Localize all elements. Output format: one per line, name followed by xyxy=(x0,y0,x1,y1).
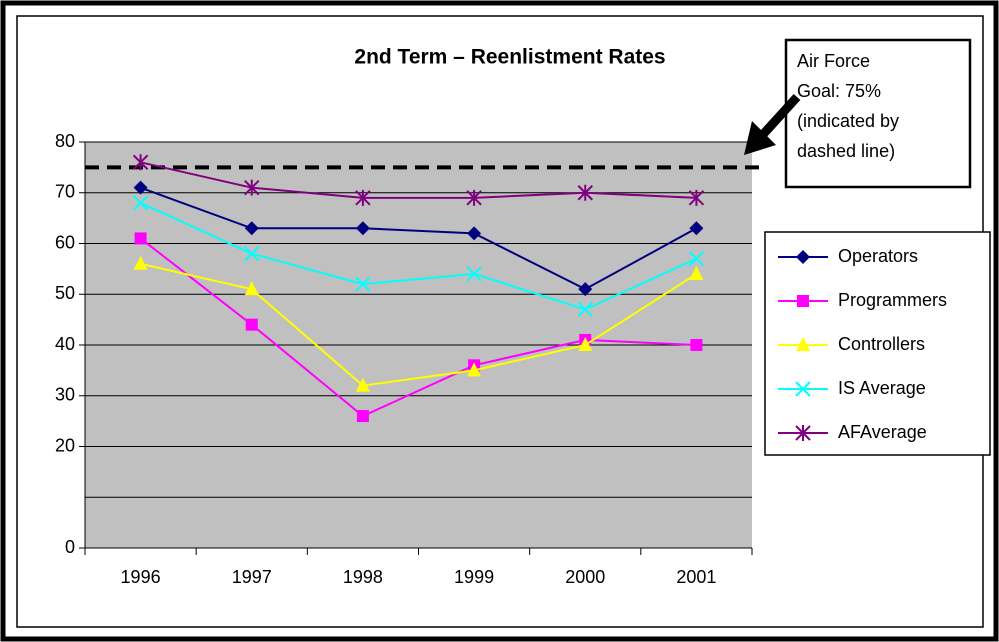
y-tick-label: 80 xyxy=(55,131,75,151)
y-tick-label: 50 xyxy=(55,283,75,303)
x-tick-label: 1996 xyxy=(121,567,161,587)
data-point xyxy=(133,255,148,270)
data-point xyxy=(689,221,704,236)
data-point xyxy=(244,281,259,296)
y-tick-label: 30 xyxy=(55,385,75,405)
data-point xyxy=(690,339,703,351)
annotation-text: Air Force xyxy=(797,51,870,71)
annotation-box xyxy=(784,38,972,189)
data-point xyxy=(466,189,482,206)
data-point xyxy=(689,265,704,280)
y-tick-label: 20 xyxy=(55,435,75,455)
legend-label: Programmers xyxy=(838,290,947,310)
legend-label: IS Average xyxy=(838,378,926,398)
y-tick-label: 40 xyxy=(55,334,75,354)
series-line xyxy=(140,262,697,387)
legend-marker xyxy=(796,250,810,264)
chart-title: 2nd Term – Reenlistment Rates xyxy=(354,46,665,69)
data-point xyxy=(355,221,370,236)
y-tick-label: 0 xyxy=(65,537,75,557)
data-point xyxy=(244,245,260,262)
data-point xyxy=(244,179,260,196)
legend-marker xyxy=(796,337,810,351)
x-tick-label: 2001 xyxy=(676,567,716,587)
data-point xyxy=(688,189,705,206)
series-line xyxy=(140,186,697,291)
data-point xyxy=(467,362,482,377)
data-point xyxy=(356,410,369,423)
data-point xyxy=(133,180,148,195)
data-point xyxy=(132,195,149,211)
arrow-shaft xyxy=(754,93,801,144)
data-point xyxy=(578,337,593,351)
legend-marker xyxy=(797,295,809,307)
x-tick-label: 2000 xyxy=(565,567,605,587)
data-point xyxy=(355,276,371,292)
data-point xyxy=(578,282,593,297)
legend-marker xyxy=(795,425,811,441)
series-line xyxy=(139,237,697,418)
series-line xyxy=(140,201,697,311)
arrow xyxy=(744,93,801,155)
arrow-head xyxy=(744,121,776,155)
data-point xyxy=(688,251,705,267)
legend-marker xyxy=(795,381,811,397)
data-point xyxy=(134,232,147,245)
y-tick-label: 60 xyxy=(55,232,75,252)
x-tick-label: 1998 xyxy=(343,567,383,587)
data-point xyxy=(466,266,482,282)
x-tick-label: 1999 xyxy=(454,567,494,587)
data-point xyxy=(577,184,593,201)
data-point xyxy=(355,189,371,206)
data-point xyxy=(355,377,370,392)
data-point xyxy=(467,226,482,241)
x-tick-label: 1997 xyxy=(232,567,272,587)
legend-label: Controllers xyxy=(838,334,925,354)
data-point xyxy=(245,318,258,331)
series-line xyxy=(140,161,697,199)
data-point xyxy=(132,154,149,171)
annotation-text: dashed line) xyxy=(797,141,895,161)
data-point xyxy=(244,221,259,236)
legend-label: AFAverage xyxy=(838,422,927,442)
data-point xyxy=(577,301,593,318)
annotation-text: (indicated by xyxy=(797,111,899,131)
legend-label: Operators xyxy=(838,246,918,266)
y-tick-label: 70 xyxy=(55,182,75,202)
annotation-text: Goal: 75% xyxy=(797,81,881,101)
